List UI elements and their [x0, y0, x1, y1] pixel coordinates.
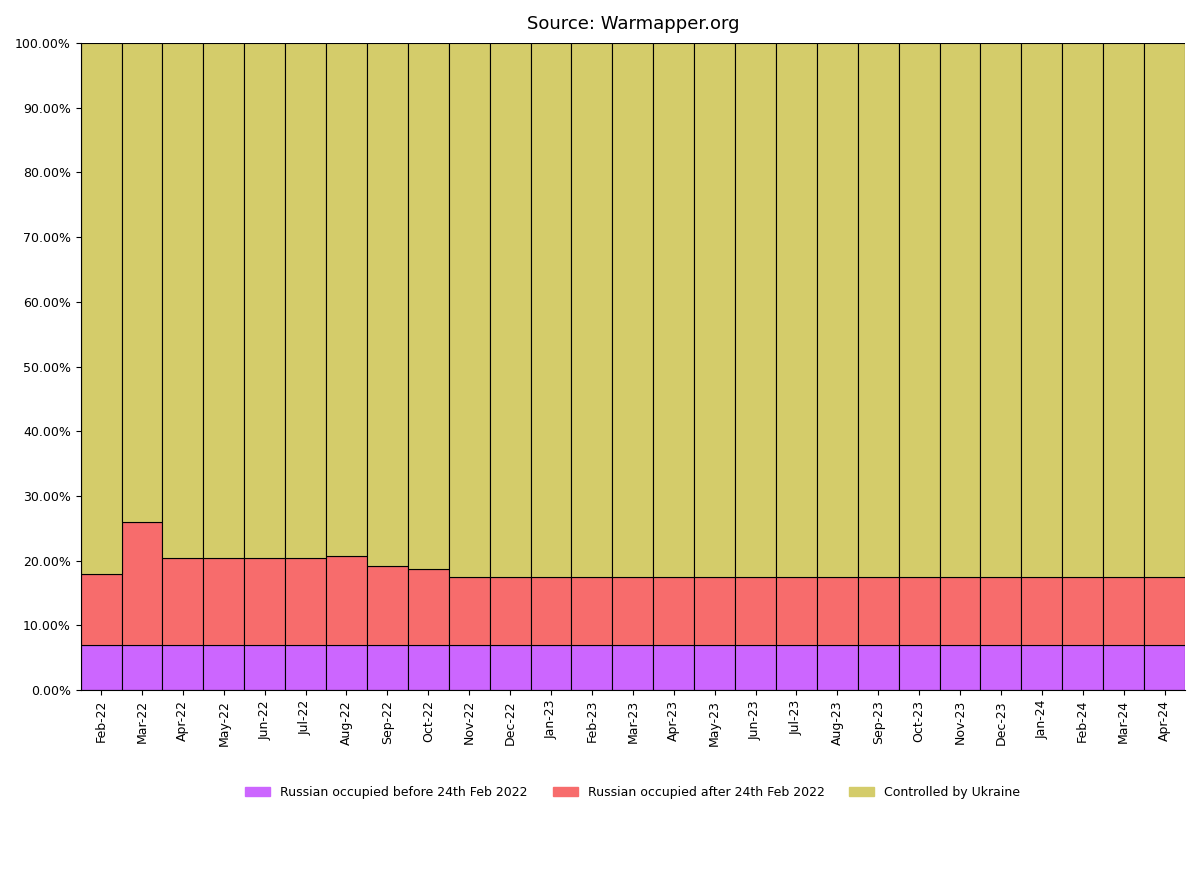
Bar [367, 566, 408, 645]
Bar [1103, 42, 1144, 577]
Bar [245, 645, 286, 690]
Bar [980, 42, 1021, 577]
Bar [1103, 645, 1144, 690]
Bar [367, 42, 408, 566]
Bar [1144, 42, 1186, 577]
Bar [899, 577, 940, 645]
Bar [162, 645, 203, 690]
Bar [694, 577, 736, 645]
Bar [571, 577, 612, 645]
Bar [1062, 645, 1103, 690]
Bar [940, 645, 980, 690]
Bar [1103, 577, 1144, 645]
Bar [612, 577, 653, 645]
Bar [530, 645, 571, 690]
Bar [162, 42, 203, 558]
Bar [203, 42, 245, 558]
Bar [121, 522, 162, 645]
Bar [858, 42, 899, 577]
Bar [326, 556, 367, 645]
Bar [1144, 577, 1186, 645]
Bar [1021, 42, 1062, 577]
Bar [571, 645, 612, 690]
Bar [367, 645, 408, 690]
Bar [858, 645, 899, 690]
Bar [80, 573, 121, 645]
Bar [653, 577, 694, 645]
Bar [203, 645, 245, 690]
Bar [980, 577, 1021, 645]
Bar [694, 645, 736, 690]
Bar [899, 42, 940, 577]
Bar [653, 42, 694, 577]
Bar [408, 645, 449, 690]
Bar [530, 577, 571, 645]
Bar [776, 577, 817, 645]
Bar [1021, 645, 1062, 690]
Bar [736, 42, 776, 577]
Bar [1144, 645, 1186, 690]
Bar [817, 645, 858, 690]
Bar [449, 42, 490, 577]
Bar [612, 42, 653, 577]
Bar [940, 577, 980, 645]
Bar [612, 645, 653, 690]
Bar [203, 558, 245, 645]
Bar [408, 568, 449, 645]
Bar [858, 577, 899, 645]
Bar [736, 645, 776, 690]
Bar [80, 42, 121, 573]
Bar [286, 558, 326, 645]
Bar [286, 645, 326, 690]
Bar [694, 42, 736, 577]
Bar [1062, 42, 1103, 577]
Bar [571, 42, 612, 577]
Bar [408, 42, 449, 568]
Bar [899, 645, 940, 690]
Bar [490, 577, 530, 645]
Bar [980, 645, 1021, 690]
Bar [817, 577, 858, 645]
Bar [245, 558, 286, 645]
Bar [490, 42, 530, 577]
Bar [121, 645, 162, 690]
Bar [326, 645, 367, 690]
Bar [776, 645, 817, 690]
Bar [1021, 577, 1062, 645]
Bar [286, 42, 326, 558]
Bar [121, 42, 162, 522]
Bar [1062, 577, 1103, 645]
Bar [449, 645, 490, 690]
Bar [530, 42, 571, 577]
Bar [245, 42, 286, 558]
Bar [80, 645, 121, 690]
Bar [326, 42, 367, 556]
Legend: Russian occupied before 24th Feb 2022, Russian occupied after 24th Feb 2022, Con: Russian occupied before 24th Feb 2022, R… [240, 781, 1026, 804]
Title: Source: Warmapper.org: Source: Warmapper.org [527, 15, 739, 33]
Bar [817, 42, 858, 577]
Bar [653, 645, 694, 690]
Bar [490, 645, 530, 690]
Bar [162, 558, 203, 645]
Bar [776, 42, 817, 577]
Bar [736, 577, 776, 645]
Bar [940, 42, 980, 577]
Bar [449, 577, 490, 645]
